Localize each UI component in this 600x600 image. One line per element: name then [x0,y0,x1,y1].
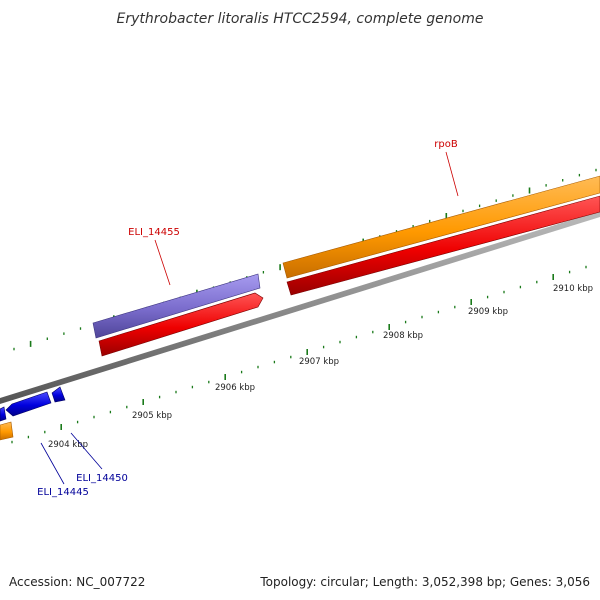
scale-label-2907: 2907 kbp [299,357,339,367]
gene-label-eli-14450[interactable]: ELI_14450 [76,473,128,484]
genome-backbone [0,211,600,404]
scale-label-2906: 2906 kbp [215,383,255,393]
gene-label-eli-14445[interactable]: ELI_14445 [37,487,89,498]
eli-14445-gene[interactable] [5,391,52,417]
rpob-label-leader [445,151,459,197]
eli-14455-gene-upper-track[interactable] [92,273,261,339]
tick-row-lower [11,265,587,444]
genome-summary-text: Topology: circular; Length: 3,052,398 bp… [259,575,590,589]
orange-gene-fragment-left[interactable] [0,421,14,441]
scale-label-2905: 2905 kbp [132,411,172,421]
map-title: Erythrobacter litoralis HTCC2594, comple… [117,11,484,27]
gene-label-rpob[interactable]: rpoB [434,139,458,150]
eli-14445-label-leader [40,442,65,485]
gene-label-eli-14455[interactable]: ELI_14455 [128,227,180,238]
eli-14455-label-leader [154,239,171,286]
accession-text: Accession: NC_007722 [9,575,145,589]
scale-label-2909: 2909 kbp [468,307,508,317]
scale-label-2904: 2904 kbp [48,440,88,450]
rpob-gene-upper-track[interactable] [282,175,600,279]
blue-gene-fragment-left[interactable] [0,406,7,422]
rpob-gene-lower-track[interactable] [286,195,600,296]
scale-label-2910: 2910 kbp [553,284,593,294]
scale-label-2908: 2908 kbp [383,331,423,341]
eli-14455-gene-lower-track[interactable] [98,292,264,357]
eli-14450-label-leader [70,432,103,470]
eli-14450-gene[interactable] [51,386,66,403]
